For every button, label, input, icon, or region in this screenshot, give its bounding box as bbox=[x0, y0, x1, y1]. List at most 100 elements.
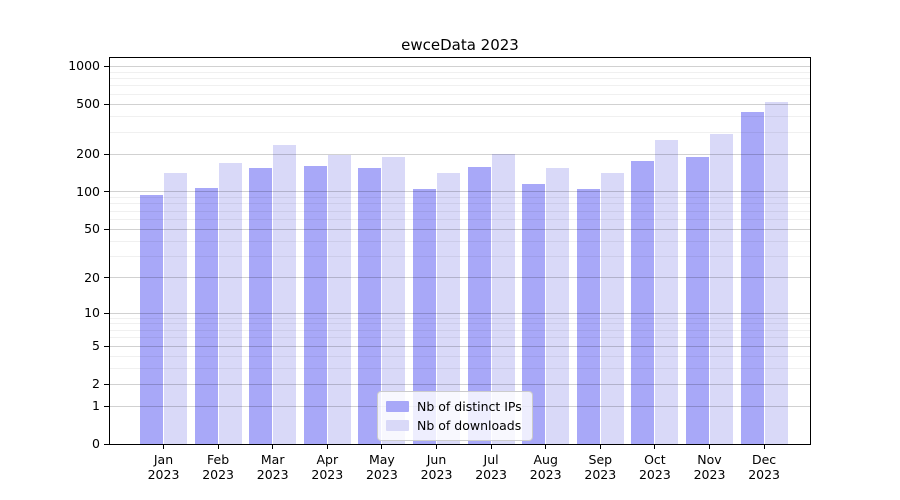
y-tick-label: 100 bbox=[76, 183, 100, 199]
bar-distinct-ips bbox=[576, 188, 600, 444]
y-tick-label: 200 bbox=[76, 146, 100, 162]
y-tick-mark bbox=[104, 153, 109, 155]
bar-downloads bbox=[382, 157, 406, 444]
chart-title: ewceData 2023 bbox=[401, 36, 519, 54]
x-tick-mark bbox=[272, 445, 274, 449]
y-tick-label: 2 bbox=[92, 376, 100, 391]
y-tick-label: 1 bbox=[92, 398, 100, 414]
x-tick-month: May bbox=[368, 452, 395, 467]
minor-gridline bbox=[110, 197, 810, 198]
x-tick-mark bbox=[599, 445, 601, 449]
minor-gridline bbox=[110, 78, 810, 80]
major-gridline bbox=[110, 65, 810, 67]
major-gridline bbox=[110, 383, 810, 385]
bar-distinct-ips bbox=[194, 187, 218, 444]
minor-gridline bbox=[110, 323, 810, 325]
x-tick-mark bbox=[545, 445, 547, 449]
bar-downloads bbox=[327, 155, 351, 444]
y-tick-mark bbox=[104, 277, 109, 279]
bar-downloads bbox=[655, 139, 679, 444]
legend-label: Nb of distinct IPs bbox=[417, 399, 522, 414]
x-tick-label: Jan 2023 bbox=[132, 452, 196, 482]
major-gridline bbox=[110, 191, 810, 193]
minor-gridline bbox=[110, 355, 810, 357]
x-tick-label: Jul 2023 bbox=[459, 452, 523, 482]
x-tick-mark bbox=[490, 445, 492, 449]
x-tick-label: Mar 2023 bbox=[241, 452, 305, 482]
y-tick-mark bbox=[104, 103, 109, 105]
minor-gridline bbox=[110, 255, 810, 257]
bar-distinct-ips bbox=[140, 195, 163, 444]
x-tick-mark bbox=[763, 445, 765, 449]
minor-gridline bbox=[110, 367, 810, 369]
minor-gridline bbox=[110, 115, 810, 117]
y-tick-mark bbox=[104, 383, 109, 385]
x-tick-month: Oct bbox=[644, 452, 666, 467]
x-tick-year: 2023 bbox=[584, 467, 617, 482]
x-tick-year: 2023 bbox=[693, 467, 726, 482]
x-tick-month: Apr bbox=[316, 452, 339, 467]
x-tick-mark bbox=[436, 445, 437, 449]
x-tick-month: Jul bbox=[483, 452, 499, 467]
y-tick-label: 20 bbox=[84, 269, 100, 285]
minor-gridline bbox=[110, 71, 810, 73]
bar-distinct-ips bbox=[358, 168, 382, 444]
x-tick-mark bbox=[654, 445, 656, 449]
y-tick-mark bbox=[104, 65, 109, 67]
x-tick-year: 2023 bbox=[311, 467, 344, 482]
x-tick-month: Sep bbox=[588, 452, 613, 467]
major-gridline bbox=[110, 345, 810, 347]
x-tick-year: 2023 bbox=[420, 467, 453, 482]
x-tick-month: Mar bbox=[260, 452, 285, 467]
bar-downloads bbox=[164, 173, 187, 444]
minor-gridline bbox=[110, 329, 810, 331]
x-tick-year: 2023 bbox=[365, 467, 398, 482]
bar-distinct-ips bbox=[303, 166, 327, 444]
x-tick-mark bbox=[326, 445, 328, 449]
minor-gridline bbox=[110, 93, 810, 95]
minor-gridline bbox=[110, 218, 810, 220]
x-tick-month: Dec bbox=[751, 452, 777, 467]
minor-gridline bbox=[110, 131, 810, 133]
x-tick-mark bbox=[217, 445, 219, 449]
y-tick-label: 5 bbox=[92, 338, 100, 354]
bar-downloads bbox=[600, 172, 624, 444]
x-tick-label: Nov 2023 bbox=[678, 452, 742, 482]
minor-gridline bbox=[110, 85, 810, 87]
x-tick-label: Aug 2023 bbox=[514, 452, 578, 482]
x-tick-year: 2023 bbox=[638, 467, 671, 482]
y-tick-mark bbox=[104, 345, 109, 347]
minor-gridline bbox=[110, 210, 810, 212]
bar-downloads bbox=[491, 154, 515, 444]
x-tick-year: 2023 bbox=[147, 467, 180, 482]
x-tick-year: 2023 bbox=[256, 467, 289, 482]
bar-distinct-ips bbox=[413, 189, 436, 444]
x-tick-year: 2023 bbox=[529, 467, 562, 482]
x-tick-label: Oct 2023 bbox=[623, 452, 687, 482]
bar-distinct-ips bbox=[522, 184, 546, 444]
x-tick-month: Nov bbox=[697, 452, 722, 467]
y-tick-label: 50 bbox=[84, 221, 100, 237]
bar-distinct-ips bbox=[249, 167, 273, 444]
x-tick-month: Aug bbox=[533, 452, 558, 467]
y-tick-mark bbox=[104, 312, 109, 314]
legend-item: Nb of downloads bbox=[386, 416, 522, 435]
x-tick-label: May 2023 bbox=[350, 452, 414, 482]
x-tick-month: Jan bbox=[153, 452, 174, 467]
legend-swatch-distinct_ips bbox=[386, 401, 409, 412]
x-tick-label: Dec 2023 bbox=[732, 452, 796, 482]
x-tick-year: 2023 bbox=[202, 467, 234, 482]
x-tick-month: Feb bbox=[207, 452, 230, 467]
minor-gridline bbox=[110, 240, 810, 242]
y-tick-mark bbox=[104, 228, 109, 230]
x-tick-label: Sep 2023 bbox=[568, 452, 632, 482]
major-gridline bbox=[110, 312, 810, 314]
legend-item: Nb of distinct IPs bbox=[386, 397, 522, 416]
bar-downloads bbox=[273, 145, 297, 444]
legend: Nb of distinct IPs Nb of downloads bbox=[377, 391, 533, 441]
bar-distinct-ips bbox=[467, 166, 491, 444]
x-tick-mark bbox=[709, 445, 710, 449]
minor-gridline bbox=[110, 317, 810, 319]
minor-gridline bbox=[110, 337, 810, 339]
